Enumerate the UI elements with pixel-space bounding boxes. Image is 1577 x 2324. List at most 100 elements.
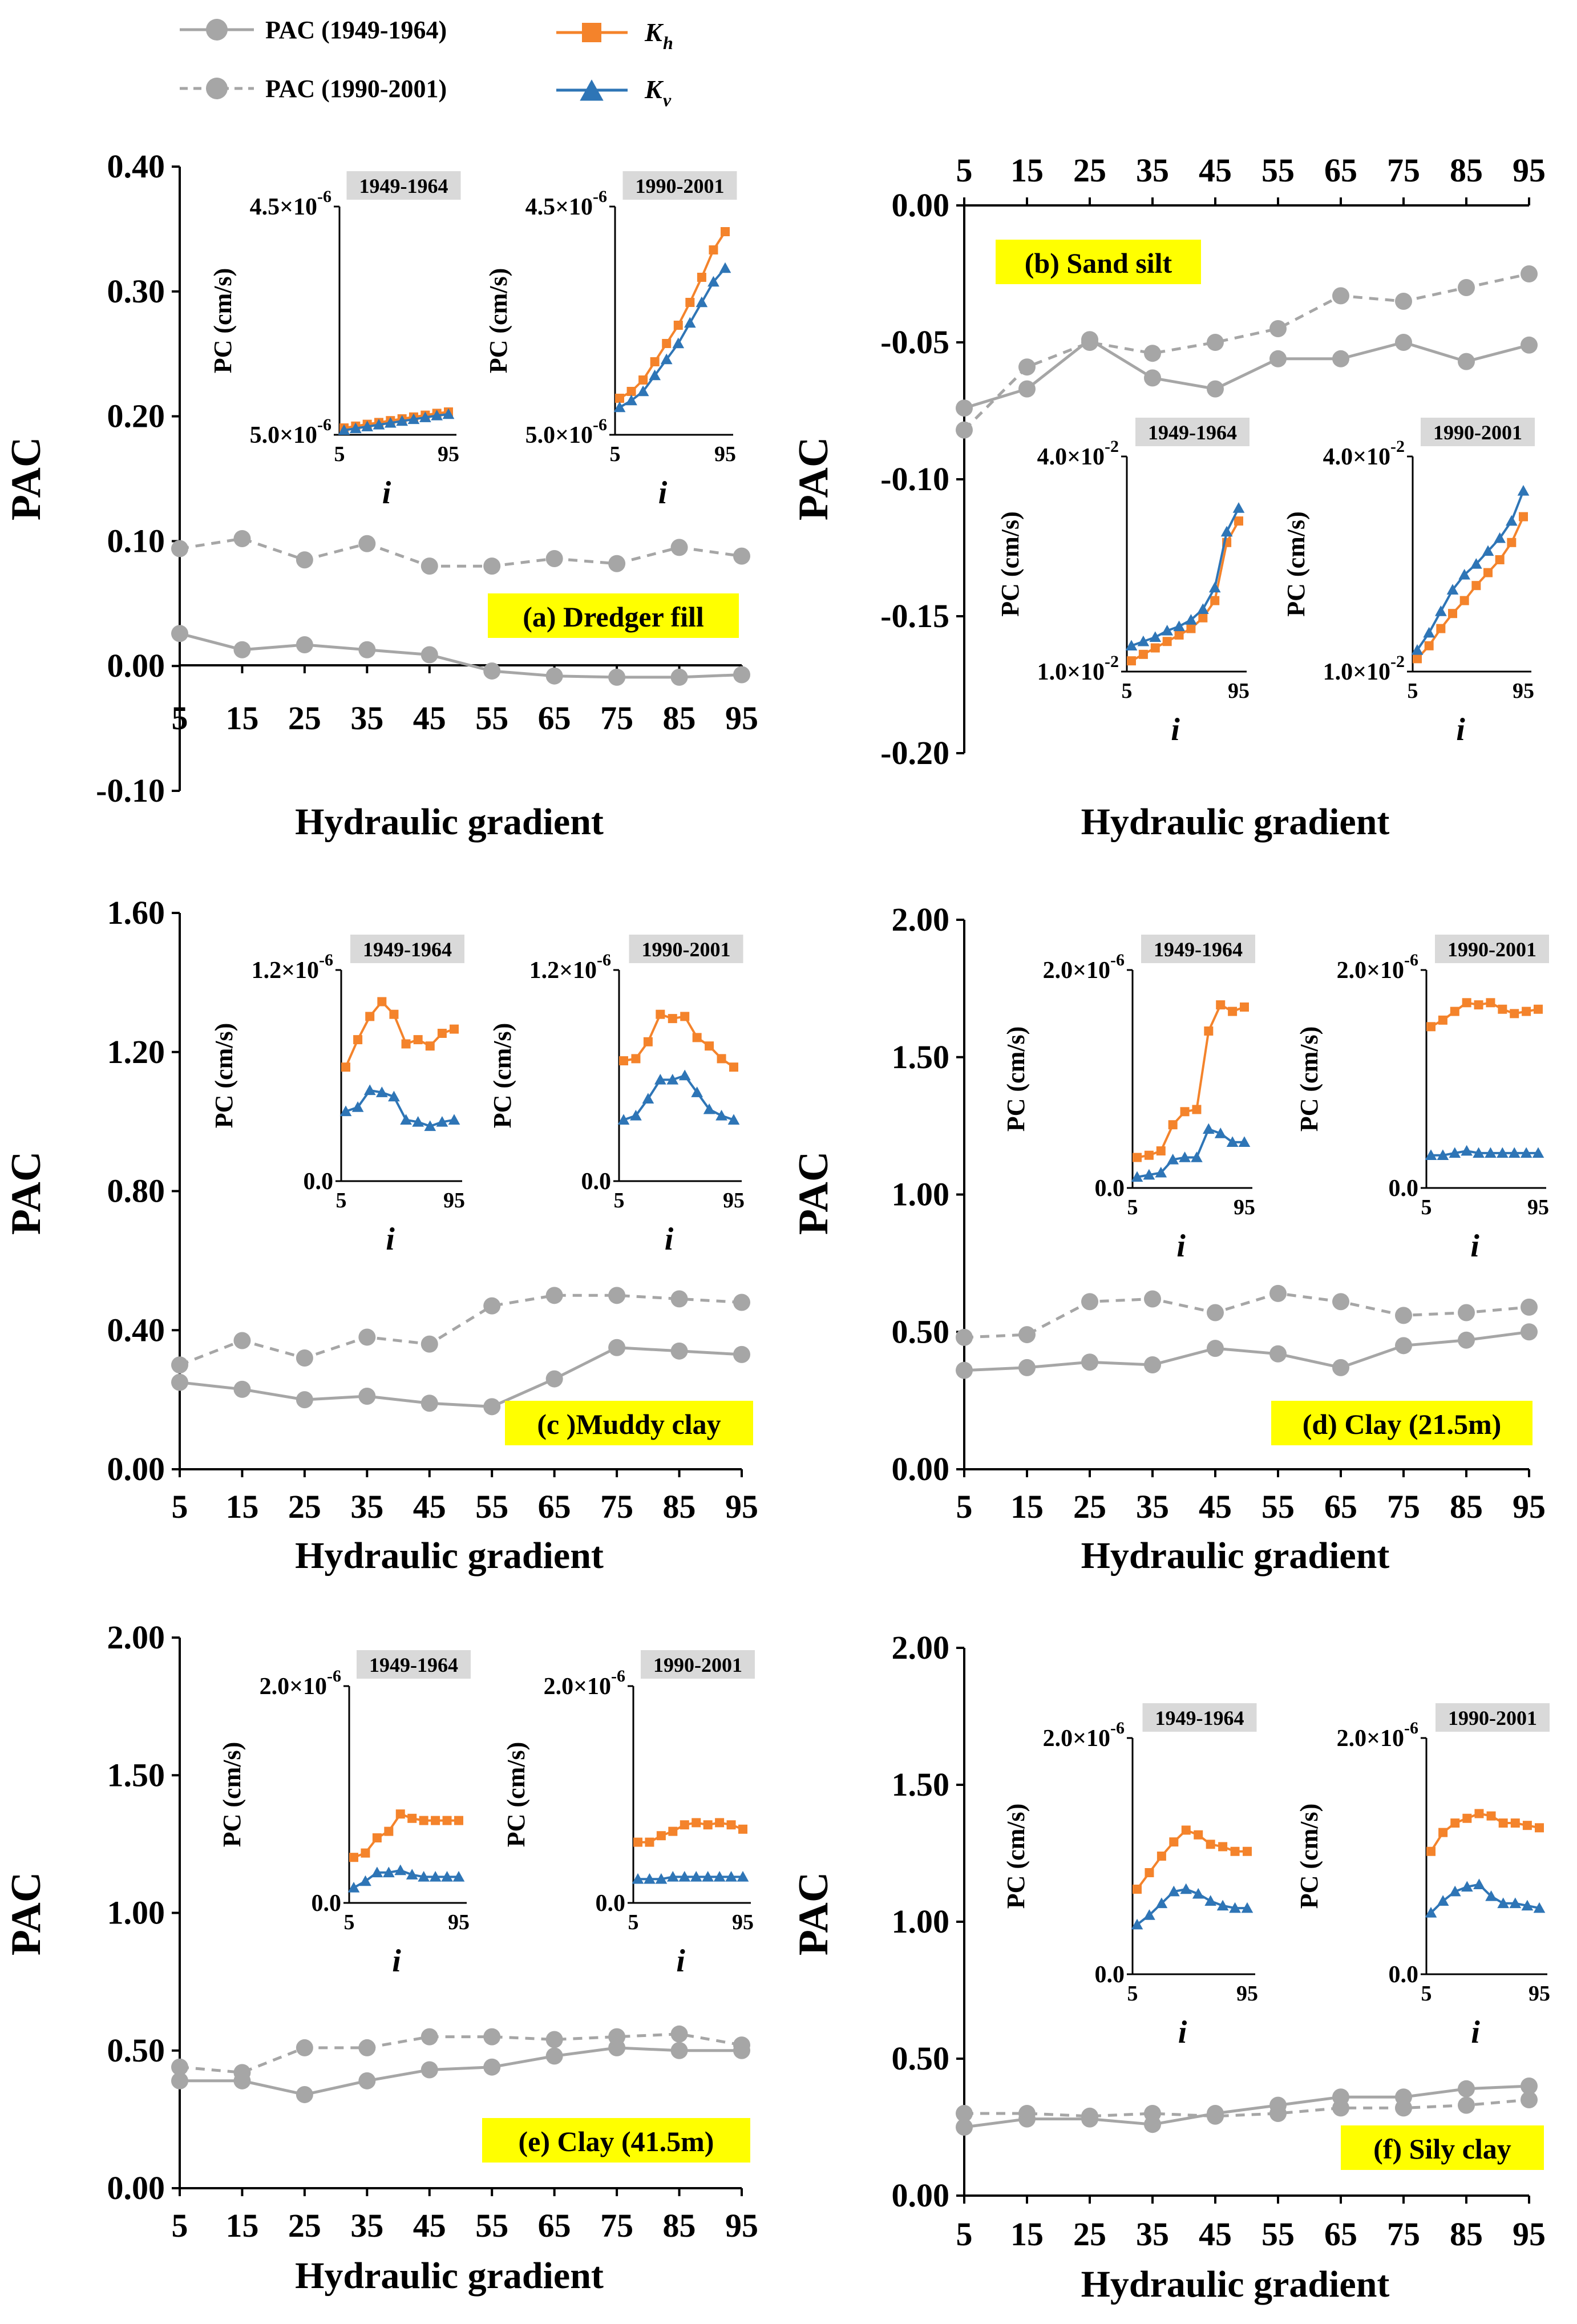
legend-marker-kh — [582, 23, 601, 42]
x-tick-label: 85 — [1450, 1488, 1483, 1525]
inset-kh-point — [662, 339, 672, 348]
inset-kv-point — [441, 1871, 453, 1882]
x-tick-label: 95 — [1513, 2216, 1546, 2253]
series-pac-1949-1964-point — [733, 666, 750, 684]
x-tick-label: 35 — [350, 2207, 383, 2244]
series-pac-1949-1964-point — [1144, 369, 1161, 387]
inset-x-tick-label: 5 — [614, 1189, 625, 1212]
inset-kh-point — [692, 1818, 701, 1828]
inset-y-title: PC (cm/s) — [210, 1023, 238, 1129]
inset-kh-point — [638, 375, 648, 385]
inset-kv-line — [623, 1074, 734, 1121]
x-tick-label: 85 — [1450, 152, 1483, 189]
inset-y-min-label: 0.0 — [581, 1169, 612, 1195]
x-tick-label: 95 — [725, 2207, 758, 2244]
series-pac-1949-1964-point — [608, 1339, 626, 1356]
series-pac-1990-2001-point — [1081, 334, 1098, 351]
inset-y-min-label: 0.0 — [304, 1169, 334, 1195]
inset-kv-point — [1425, 1907, 1437, 1918]
series-pac-1949-1964-line — [964, 1330, 1530, 1372]
x-tick-label: 75 — [1387, 152, 1420, 189]
x-axis-title: Hydraulic gradient — [295, 1535, 604, 1577]
y-axis-title: PAC — [790, 437, 837, 521]
series-pac-1949-1964-point — [358, 1388, 376, 1405]
inset-x-tick-label: 5 — [336, 1189, 347, 1212]
inset-kv-point — [1449, 1147, 1461, 1158]
inset-kv-line — [353, 1869, 459, 1889]
series-pac-1949-1964-point — [956, 1361, 973, 1379]
inset-kv-point — [702, 1871, 714, 1882]
inset-kv-point — [347, 1882, 360, 1893]
inset-title: 1990-2001 — [642, 938, 731, 961]
inset-kv-point — [644, 1873, 656, 1884]
inset-title-bg — [641, 1650, 755, 1679]
inset-kv-point — [363, 1084, 376, 1096]
inset-kh-point — [1181, 1825, 1191, 1835]
panel-tag-bg — [1341, 2125, 1544, 2170]
series-pac-1990-2001-point — [1207, 1304, 1224, 1321]
inset-y-max-label: 2.0×10-6 — [1043, 1719, 1125, 1752]
inset-1990-2001: 1990-2001 2.0×10-6 0.0 PC (cm/s) 5 95 i — [1295, 935, 1549, 1264]
inset-kv-point — [419, 411, 431, 422]
inset-kv-point — [400, 1114, 412, 1125]
inset-kh-point — [1498, 1818, 1508, 1828]
inset-kv-point — [1241, 1902, 1253, 1913]
x-tick-label: 65 — [1324, 2216, 1357, 2253]
series-pac-1949-1964-point — [1395, 334, 1412, 351]
inset-kv-point — [1185, 614, 1197, 625]
x-tick-label: 5 — [172, 700, 188, 737]
inset-kh-line — [638, 1821, 743, 1844]
inset-x-tick-label: 95 — [1529, 1982, 1550, 2006]
series-pac-1990-2001-point — [296, 2039, 313, 2056]
legend-marker-kv — [580, 79, 604, 101]
inset-kv-point — [1437, 1149, 1449, 1160]
inset-kv-point — [625, 394, 637, 406]
inset-1990-2001: 1990-2001 2.0×10-6 0.0 PC (cm/s) 5 95 i — [502, 1650, 755, 1979]
series-pac-1990-2001-point — [296, 551, 313, 569]
inset-kv-point — [1461, 1881, 1473, 1892]
x-tick-label: 55 — [1261, 152, 1295, 189]
inset-y-min-label: 0.0 — [1095, 1962, 1125, 1988]
series-pac-1949-1964-point — [1207, 1340, 1224, 1357]
y-tick-label: -0.05 — [880, 324, 949, 361]
x-tick-label: 85 — [663, 2207, 696, 2244]
inset-kv-point — [1191, 1151, 1203, 1162]
inset-kh-point — [1186, 624, 1196, 633]
inset-title-bg — [350, 935, 464, 963]
series-pac-1990-2001-point — [1269, 2105, 1287, 2122]
series-pac-1949-1964-point — [358, 2072, 376, 2089]
y-tick-label: 0.00 — [107, 1450, 165, 1488]
inset-kv-point — [1137, 635, 1150, 646]
series-pac-1990-2001-point — [1521, 1298, 1538, 1316]
inset-x-title: i — [392, 1943, 401, 1979]
inset-kv-point — [703, 1103, 715, 1114]
series-pac-1990-2001-line — [964, 2098, 1530, 2118]
inset-x-tick-label: 5 — [610, 442, 621, 466]
inset-kv-point — [338, 424, 350, 435]
inset-kv-point — [1216, 1899, 1229, 1911]
inset-kh-point — [668, 1826, 678, 1836]
inset-kh-point — [715, 1818, 725, 1828]
inset-title-bg — [1435, 935, 1549, 963]
y-tick-label: 1.50 — [892, 1766, 950, 1803]
inset-1949-1964: 1949-1964 4.0×10-2 1.0×10-2 PC (cm/s) 5 95 i — [996, 418, 1250, 747]
inset-kh-point — [1474, 1000, 1483, 1010]
inset-x-title: i — [676, 1943, 685, 1979]
x-tick-label: 75 — [600, 2207, 633, 2244]
inset-x-title: i — [1171, 712, 1180, 747]
inset-kv-point — [1214, 1127, 1227, 1138]
inset-y-min-label: 1.0×10-2 — [1323, 652, 1405, 685]
series-pac-1990-2001-point — [358, 535, 376, 552]
inset-kv-point — [1505, 515, 1518, 526]
inset-kv-point — [1473, 1147, 1485, 1158]
inset-kh-point — [1204, 1026, 1214, 1036]
inset-x-tick-label: 5 — [1421, 1195, 1432, 1219]
x-tick-label: 45 — [1199, 2216, 1232, 2253]
inset-kh-line — [1430, 1812, 1540, 1852]
series-pac-1949-1964-point — [1395, 1337, 1412, 1355]
inset-kv-point — [1497, 1897, 1510, 1909]
inset-kv-point — [737, 1871, 749, 1882]
inset-kh-point — [673, 321, 683, 330]
inset-kv-point — [637, 385, 649, 397]
inset-kv-point — [1232, 502, 1245, 513]
